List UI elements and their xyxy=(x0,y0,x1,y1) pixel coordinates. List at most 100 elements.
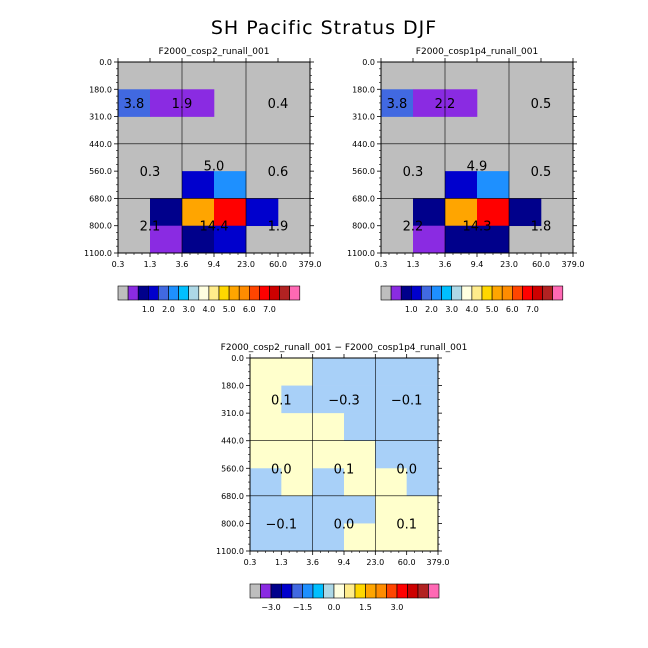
y-tick-label: 440.0 xyxy=(221,437,244,446)
x-tick-label: 9.4 xyxy=(338,558,351,567)
colorbar-swatch xyxy=(542,285,553,301)
colorbar-label: 5.0 xyxy=(486,305,499,314)
x-tick-label: 60.0 xyxy=(532,260,550,269)
heatmap-cell xyxy=(344,385,376,414)
heatmap-cell xyxy=(406,385,439,414)
x-tick-label: 0.3 xyxy=(375,260,388,269)
cell-value-label: 5.0 xyxy=(204,160,225,175)
cell-value-label: 3.8 xyxy=(124,97,145,112)
heatmap-cell xyxy=(477,198,510,227)
colorbar-label: 5.0 xyxy=(223,305,236,314)
heatmap-cell xyxy=(312,358,345,386)
heatmap-cell xyxy=(375,468,407,497)
cell-value-label: 0.4 xyxy=(268,97,289,112)
x-tick-label: 23.0 xyxy=(366,558,384,567)
colorbar-swatch xyxy=(168,285,179,301)
colorbar-swatch xyxy=(354,583,366,599)
heatmap-cell xyxy=(375,413,407,442)
heatmap-cell xyxy=(413,225,446,254)
panel-title: F2000_cosp1p4_runall_001 xyxy=(416,47,538,57)
heatmap-cell xyxy=(445,89,478,117)
colorbar-swatch xyxy=(249,583,261,599)
heatmap-cell xyxy=(445,225,478,254)
colorbar-swatch xyxy=(471,285,483,301)
heatmap-cell xyxy=(281,523,313,552)
y-tick-label: 560.0 xyxy=(89,167,112,176)
colorbar-swatch xyxy=(380,285,392,301)
heatmap-cell xyxy=(312,495,345,524)
colorbar-swatch xyxy=(291,583,303,599)
colorbar-swatch xyxy=(188,285,200,301)
colorbar-label: 6.0 xyxy=(506,305,519,314)
y-tick-label: 180.0 xyxy=(352,85,375,94)
x-tick-label: 1.3 xyxy=(144,260,157,269)
heatmap-cell xyxy=(413,89,446,117)
heatmap-cell xyxy=(375,358,407,386)
cell-value-label: 0.3 xyxy=(403,165,424,180)
cell-value-label: 0.1 xyxy=(271,393,292,408)
x-tick-label: 3.6 xyxy=(306,558,319,567)
cell-value-label: 0.1 xyxy=(396,517,417,532)
y-tick-label: 680.0 xyxy=(221,492,244,501)
y-tick-label: 310.0 xyxy=(221,409,244,418)
x-tick-label: 3.6 xyxy=(176,260,189,269)
heatmap-cell xyxy=(281,440,313,469)
cell-value-label: 0.3 xyxy=(140,165,161,180)
colorbar-swatch xyxy=(501,285,513,301)
colorbar-swatch xyxy=(451,285,463,301)
colorbar-swatch xyxy=(218,285,230,301)
cell-value-label: −0.1 xyxy=(391,393,423,408)
heatmap-cell xyxy=(477,171,510,199)
colorbar-swatch xyxy=(158,285,169,301)
colorbar-swatch xyxy=(238,285,250,301)
heatmap-cell xyxy=(445,198,478,227)
x-tick-label: 379.0 xyxy=(427,558,450,567)
x-tick-label: 60.0 xyxy=(398,558,416,567)
colorbar-swatch xyxy=(178,285,190,301)
colorbar-label: −1.5 xyxy=(293,603,312,612)
heatmap-cell xyxy=(250,495,282,524)
cell-value-label: 2.2 xyxy=(435,97,456,112)
page-title: SH Pacific Stratus DJF xyxy=(211,17,437,39)
cell-value-label: 3.8 xyxy=(387,97,408,112)
colorbar-label: 0.0 xyxy=(328,603,341,612)
x-tick-label: 60.0 xyxy=(269,260,287,269)
colorbar-swatch xyxy=(410,285,422,301)
heatmap-cell xyxy=(214,198,247,227)
colorbar-swatch xyxy=(396,583,408,599)
colorbar-swatch xyxy=(491,285,503,301)
heatmap-cell xyxy=(182,89,215,117)
heatmap-cell xyxy=(344,413,376,442)
colorbar-label: 7.0 xyxy=(263,305,276,314)
colorbar-swatch xyxy=(117,285,129,301)
heatmap-cell xyxy=(344,358,376,386)
heatmap-cell xyxy=(214,225,247,254)
heatmap-cell xyxy=(150,225,183,254)
colorbar-swatch xyxy=(323,583,335,599)
colorbar-swatch xyxy=(522,285,533,301)
colorbar-swatch xyxy=(400,285,412,301)
x-tick-label: 9.4 xyxy=(208,260,221,269)
heatmap-cell xyxy=(250,440,282,469)
colorbar-swatch xyxy=(312,583,324,599)
y-tick-label: 1100.0 xyxy=(84,249,112,258)
colorbar-label: 4.0 xyxy=(466,305,479,314)
heatmap-cell xyxy=(281,468,313,497)
cell-value-label: 2.1 xyxy=(140,220,161,235)
y-tick-label: 440.0 xyxy=(352,140,375,149)
heatmap-panel-difference: F2000_cosp2_runall_001 − F2000_cosp1p4_r… xyxy=(216,343,467,612)
colorbar-swatch xyxy=(390,285,402,301)
cell-value-label: 1.9 xyxy=(172,97,193,112)
x-tick-label: 9.4 xyxy=(471,260,484,269)
colorbar-swatch xyxy=(259,285,270,301)
colorbar-swatch xyxy=(441,285,453,301)
colorbar-swatch xyxy=(552,285,564,301)
y-tick-label: 0.0 xyxy=(362,58,375,67)
colorbar-label: 1.0 xyxy=(405,305,418,314)
heatmap-cell xyxy=(413,198,446,227)
heatmap-cell xyxy=(281,413,313,442)
colorbar-label: 4.0 xyxy=(203,305,216,314)
heatmap-cell xyxy=(406,523,439,552)
colorbar-label: 3.0 xyxy=(182,305,195,314)
heatmap-cell xyxy=(445,171,478,199)
